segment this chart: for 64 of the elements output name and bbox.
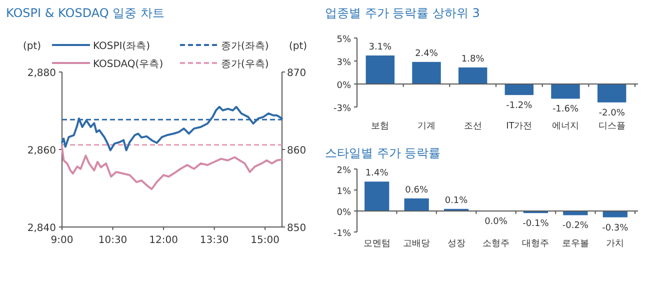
y2-tick-label: 870	[287, 68, 306, 79]
y-tick-label: 1%	[336, 187, 352, 197]
line-series	[61, 146, 283, 190]
y-tick-label: 3%	[336, 58, 352, 68]
x-tick-label: 13:30	[200, 235, 229, 246]
data-label: -0.2%	[562, 221, 589, 232]
legend-label: KOSPI(좌측)	[93, 41, 150, 52]
x-tick-label: 12:00	[149, 235, 178, 246]
x-tick-label: 보험	[371, 121, 390, 132]
y2-tick-label: 860	[287, 146, 306, 156]
data-label: -1.6%	[552, 104, 579, 115]
x-tick-label: 10:30	[98, 235, 128, 246]
y-tick-label: 0%	[336, 81, 352, 91]
y-tick-label: 2,860	[27, 146, 56, 156]
x-tick-label: 소형주	[482, 239, 510, 249]
legend-label: 종가(좌측)	[221, 41, 269, 52]
y-tick-label: 2,840	[27, 223, 56, 234]
bar	[458, 67, 488, 84]
bar	[412, 62, 441, 84]
y-tick-label: 5%	[336, 35, 352, 45]
data-label: -2.0%	[598, 108, 626, 118]
chart-title: 스타일별 주가 등락률	[325, 146, 441, 160]
y-tick-label: 2%	[336, 166, 352, 176]
data-label: 2.4%	[415, 48, 438, 59]
y-tick-label: 0%	[336, 208, 352, 218]
x-tick-label: 성장	[447, 239, 466, 249]
bar	[364, 182, 390, 211]
data-label: 1.4%	[365, 168, 389, 179]
y-tick-label: 2,880	[27, 68, 56, 79]
x-tick-label: 15:00	[250, 235, 280, 246]
bar	[504, 84, 534, 96]
bar	[602, 211, 628, 218]
data-label: 0.1%	[444, 196, 468, 206]
bar	[597, 84, 626, 102]
bar	[366, 55, 395, 84]
y-axis-title: (pt)	[22, 41, 42, 52]
y2-tick-label: 850	[287, 223, 306, 234]
data-label: -1.2%	[506, 101, 533, 112]
x-tick-label: IT가전	[506, 121, 532, 132]
y2-axis-title: (pt)	[288, 41, 308, 52]
x-tick-label: 조선	[464, 121, 482, 132]
chart-title: KOSPI & KOSDAQ 일중 차트	[6, 6, 164, 20]
x-tick-label: 모멘텀	[363, 239, 390, 249]
x-tick-label: 에너지	[552, 121, 579, 132]
x-tick-label: 고배당	[403, 239, 430, 249]
y-tick-label: -1%	[333, 229, 352, 239]
x-tick-label: 기계	[418, 121, 436, 132]
chart-title: 업종별 주가 등락률 상하위 3	[325, 6, 480, 20]
data-label: 0.6%	[405, 185, 428, 196]
data-label: 0.0%	[484, 217, 508, 227]
x-tick-label: 대형주	[522, 239, 550, 249]
data-label: 3.1%	[368, 42, 392, 52]
bar	[551, 84, 580, 99]
legend-label: KOSDAQ(우측)	[93, 59, 164, 70]
legend-label: 종가(우측)	[221, 59, 269, 70]
x-tick-label: 디스플	[598, 121, 626, 132]
data-label: -0.3%	[602, 223, 629, 234]
y-tick-label: -3%	[333, 104, 352, 114]
data-label: -0.1%	[522, 219, 550, 230]
x-tick-label: 9:00	[50, 235, 74, 246]
x-tick-label: 가치	[606, 239, 624, 249]
bar	[404, 198, 429, 211]
x-tick-label: 로우볼	[562, 239, 589, 249]
data-label: 1.8%	[461, 54, 485, 64]
